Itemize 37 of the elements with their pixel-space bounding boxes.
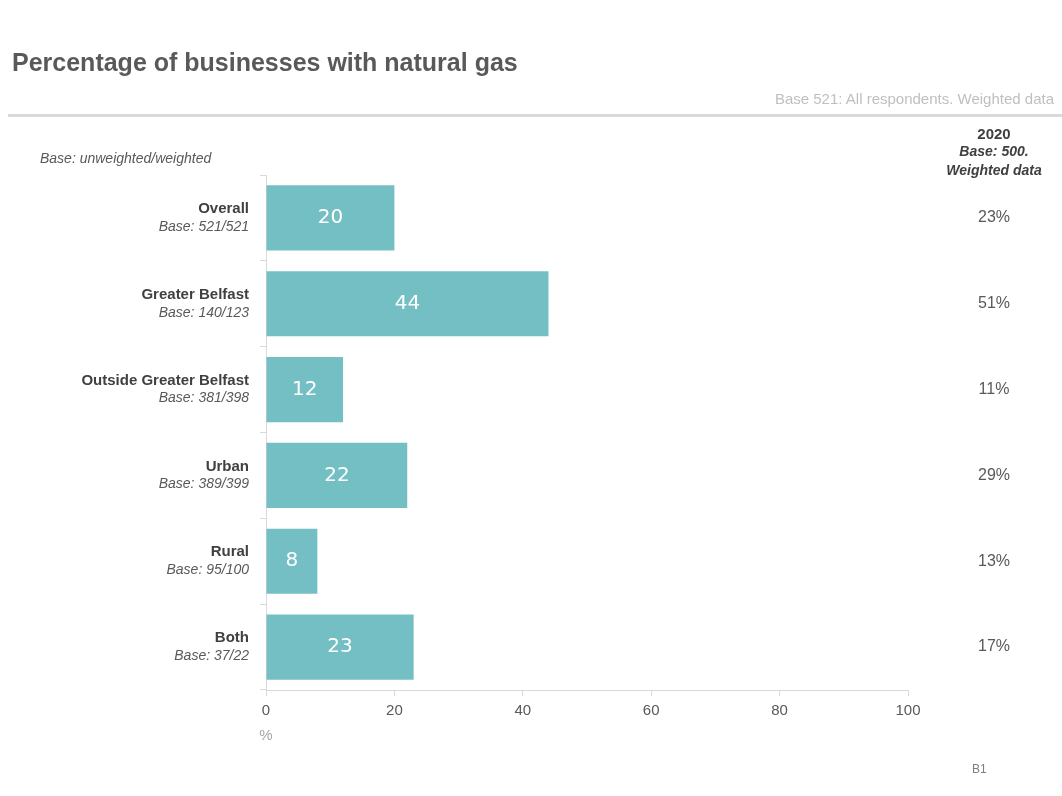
y-tick-label: Rural Base: 95/100 [166,542,250,578]
x-tick-label: 40 [514,701,532,719]
text: 2020 [976,125,1012,142]
data-label: 44 [394,289,421,314]
bar [266,528,318,594]
bar [266,442,408,509]
chart-title: Percentage of businesses with natural gas [12,48,518,77]
text: 17% [977,637,1011,655]
y-tick-label: Both Base: 37/22 [174,628,250,663]
y-tick-label: Greater Belfast Base: 140/123 [141,284,250,320]
x-tick-label: 80 [771,701,788,719]
text: 13% [977,551,1011,569]
y-tick-label: Overall Base: 521/521 [158,199,249,234]
data-label: 23 [327,633,353,658]
bar [266,356,344,423]
text: 23% [977,208,1011,226]
y-tick-label: Urban Base: 389/399 [158,456,250,492]
chart-subtitle: Base 521: All respondents. Weighted data [774,90,1054,107]
text: Base: 500. Weighted data [945,142,1043,180]
data-label: 12 [292,375,318,400]
text: 29% [977,465,1011,483]
bar [266,185,395,251]
data-label: 22 [324,461,350,486]
text: Base: unweighted/weighted [40,150,212,166]
bar [266,614,414,680]
x-axis-title: % [259,725,273,743]
y-tick-label: Outside Greater Belfast Base: 381/398 [81,370,250,406]
x-tick-label: 20 [386,701,403,719]
x-tick-label: 0 [261,701,271,719]
x-tick-label: 100 [895,701,921,719]
text: B1 [972,762,987,776]
text: 11% [978,379,1010,397]
bar [266,271,549,337]
data-label: 8 [285,547,299,572]
data-label: 20 [317,204,344,229]
x-tick-label: 60 [642,701,660,719]
text: 51% [977,294,1011,312]
